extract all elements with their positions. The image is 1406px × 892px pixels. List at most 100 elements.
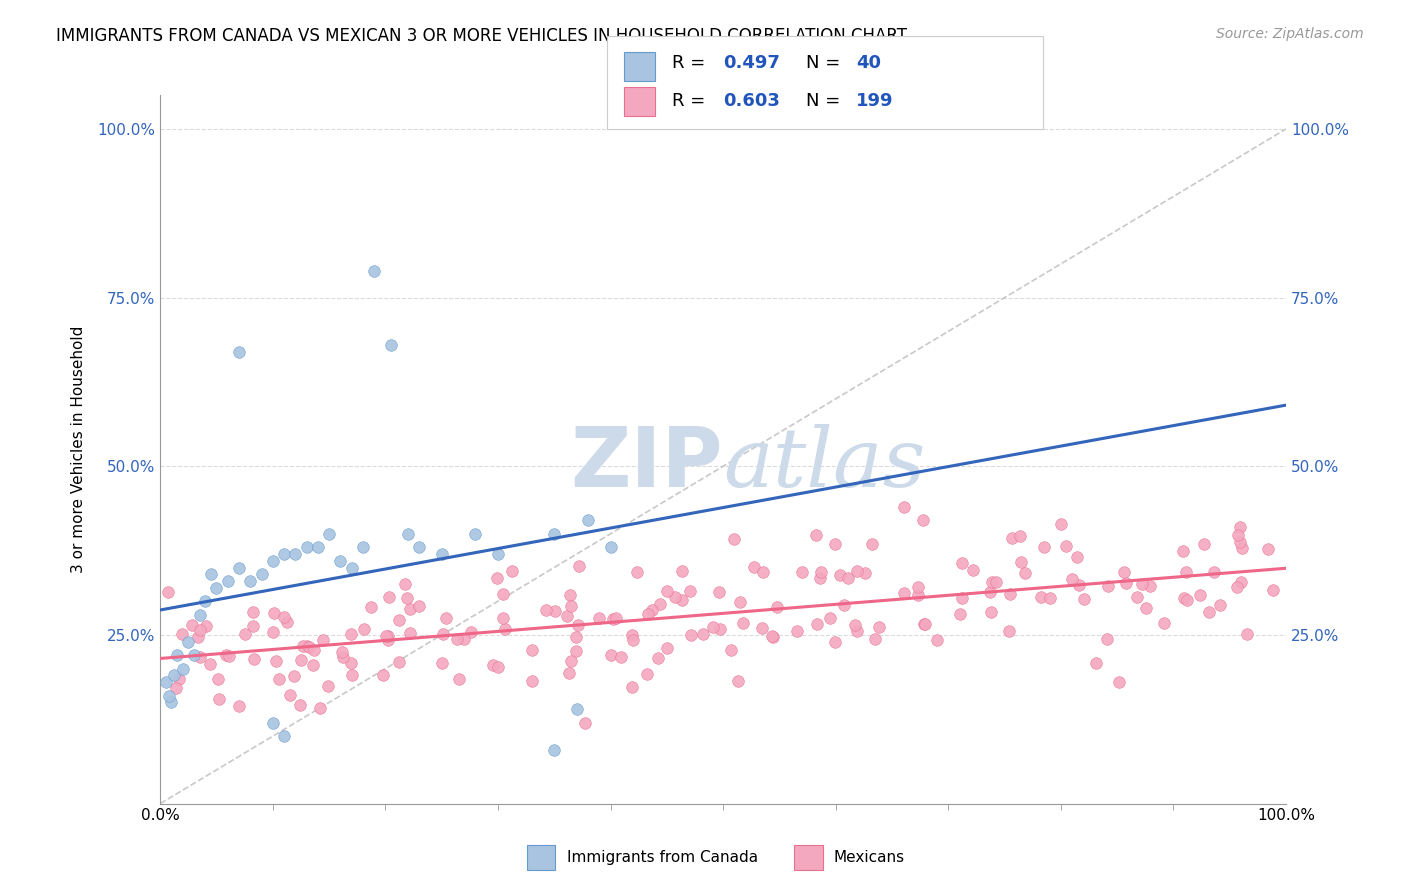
Point — [837, 571, 859, 585]
Point — [447, 672, 470, 686]
Point — [950, 591, 973, 605]
Text: 0.603: 0.603 — [723, 92, 779, 111]
Point — [352, 541, 374, 555]
Point — [1001, 531, 1024, 545]
Text: 40: 40 — [856, 54, 882, 72]
Point — [567, 618, 589, 632]
Point — [205, 581, 228, 595]
Point — [728, 595, 751, 609]
Point — [388, 655, 411, 669]
Point — [620, 680, 643, 694]
Point — [408, 541, 430, 555]
Point — [378, 591, 401, 605]
Point — [647, 650, 669, 665]
Point — [893, 586, 915, 600]
Point — [1236, 627, 1258, 641]
Point — [979, 585, 1001, 599]
Point — [824, 537, 846, 551]
Point — [491, 611, 513, 625]
Point — [1202, 565, 1225, 579]
Point — [1198, 605, 1220, 619]
Point — [263, 606, 285, 620]
Point — [1032, 541, 1054, 555]
Point — [1174, 565, 1197, 579]
Text: 199: 199 — [856, 92, 894, 111]
Point — [273, 729, 295, 743]
Point — [709, 622, 731, 636]
Point — [949, 607, 972, 621]
Point — [1230, 574, 1253, 589]
Point — [183, 648, 205, 663]
Point — [806, 616, 828, 631]
Point — [520, 673, 543, 688]
Point — [1209, 598, 1232, 612]
Point — [534, 603, 557, 617]
Point — [621, 628, 644, 642]
Point — [723, 533, 745, 547]
Point — [671, 564, 693, 578]
Point — [262, 554, 284, 568]
Point — [980, 605, 1002, 619]
Point — [228, 560, 250, 574]
Point — [388, 613, 411, 627]
Point — [188, 649, 211, 664]
Point — [329, 554, 352, 568]
Text: ZIP: ZIP — [571, 423, 723, 504]
Point — [1226, 527, 1249, 541]
Point — [215, 648, 238, 663]
Point — [1095, 632, 1118, 647]
Point — [262, 715, 284, 730]
Point — [853, 566, 876, 580]
Point — [679, 628, 702, 642]
Point — [981, 574, 1004, 589]
Point — [172, 662, 194, 676]
Point — [568, 559, 591, 574]
Point — [727, 673, 749, 688]
Point — [574, 715, 596, 730]
Point — [446, 632, 468, 647]
Point — [177, 634, 200, 648]
Point — [399, 625, 422, 640]
Point — [377, 629, 399, 643]
Point — [786, 624, 808, 638]
Point — [1066, 550, 1088, 565]
Point — [560, 599, 582, 614]
Point — [228, 698, 250, 713]
Point — [1225, 580, 1247, 594]
Point — [599, 541, 621, 555]
Point — [430, 657, 453, 671]
Point — [188, 607, 211, 622]
Point — [927, 632, 949, 647]
Point — [1029, 591, 1052, 605]
Point — [752, 565, 775, 579]
Point — [1008, 528, 1031, 542]
Point — [1115, 576, 1137, 591]
Point — [998, 624, 1021, 639]
Point — [762, 630, 785, 644]
Point — [371, 667, 394, 681]
Point — [664, 591, 686, 605]
Point — [242, 605, 264, 619]
Point — [1257, 542, 1279, 557]
Point — [167, 672, 190, 686]
Point — [984, 575, 1007, 590]
Point — [486, 547, 509, 561]
Point — [262, 624, 284, 639]
Point — [1139, 579, 1161, 593]
Point — [605, 611, 627, 625]
Point — [486, 571, 509, 585]
Point — [207, 691, 229, 706]
Text: atlas: atlas — [723, 424, 925, 504]
Point — [394, 577, 416, 591]
Point — [494, 623, 516, 637]
Point — [599, 648, 621, 662]
Point — [501, 565, 523, 579]
Point — [297, 639, 319, 653]
Point — [486, 660, 509, 674]
Point — [588, 611, 610, 625]
Point — [298, 640, 321, 654]
Point — [1108, 675, 1130, 690]
Point — [1073, 592, 1095, 607]
Point — [844, 618, 866, 632]
Point — [998, 587, 1021, 601]
